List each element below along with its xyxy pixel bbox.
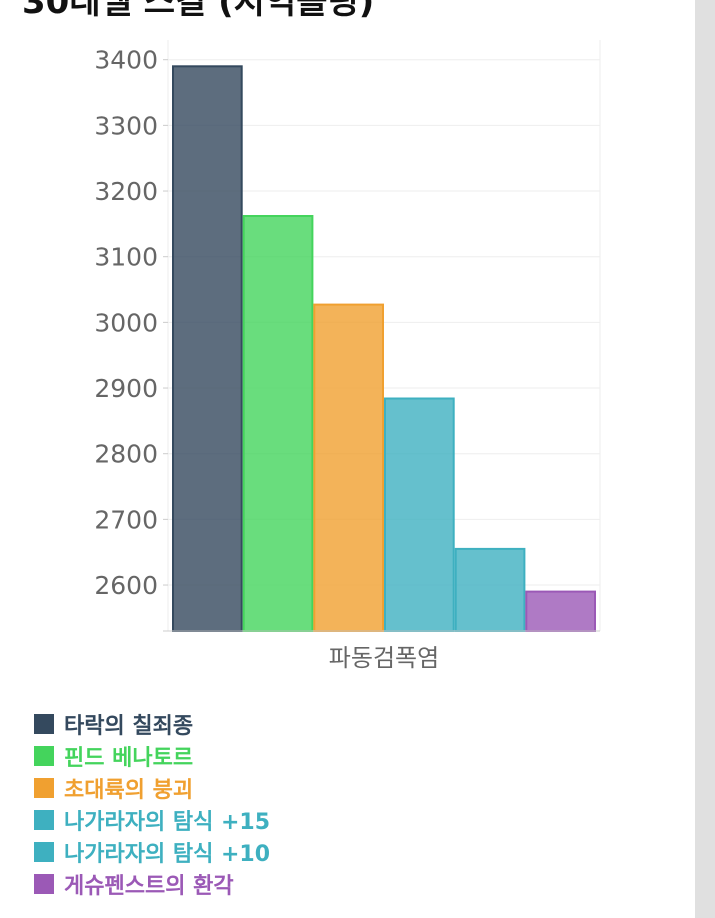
bars xyxy=(172,65,596,633)
bar-3[interactable] xyxy=(313,303,384,632)
legend-item-2[interactable]: 핀드 베나토르 xyxy=(34,740,270,772)
y-axis-ticks: 2600 2700 2800 2900 3000 3100 3200 3300 3400 xyxy=(94,46,168,600)
legend-swatch xyxy=(34,778,54,798)
legend-item-3[interactable]: 초대륙의 붕괴 xyxy=(34,772,270,804)
legend-item-6[interactable]: 게슈펜스트의 환각 xyxy=(34,868,270,900)
x-axis-ticks: 파동검폭염 xyxy=(329,644,439,672)
y-tick-label: 3400 xyxy=(94,46,158,75)
legend-label: 나가라자의 탐식 +10 xyxy=(64,842,271,867)
bar-chart: 2600 2700 2800 2900 3000 3100 3200 3300 3400 파동검… xyxy=(94,40,601,672)
legend-label: 핀드 베나토르 xyxy=(64,746,194,771)
legend-label: 타락의 칠죄종 xyxy=(64,714,194,739)
legend-label: 게슈펜스트의 환각 xyxy=(64,874,234,899)
y-tick-label: 2900 xyxy=(94,374,158,403)
bar-4[interactable] xyxy=(384,397,455,632)
bar-5[interactable] xyxy=(454,547,526,633)
bar-2[interactable] xyxy=(242,215,314,632)
y-tick-label: 2700 xyxy=(94,505,158,534)
legend-item-1[interactable]: 타락의 칠죄종 xyxy=(34,708,270,740)
legend-label: 나가라자의 탐식 +15 xyxy=(64,810,271,835)
legend-item-4[interactable]: 나가라자의 탐식 +15 xyxy=(34,804,270,836)
y-tick-label: 2800 xyxy=(94,440,158,469)
y-tick-label: 2600 xyxy=(94,571,158,600)
bar-1[interactable] xyxy=(172,65,243,633)
legend-swatch xyxy=(34,874,54,894)
legend-swatch xyxy=(34,810,54,830)
x-tick-label: 파동검폭염 xyxy=(329,644,439,672)
legend-label: 초대륙의 붕괴 xyxy=(64,778,194,803)
legend-swatch xyxy=(34,842,54,862)
y-tick-label: 3000 xyxy=(94,308,158,337)
y-tick-label: 3200 xyxy=(94,177,158,206)
legend-swatch xyxy=(34,746,54,766)
y-tick-label: 3100 xyxy=(94,243,158,272)
page-title: 30레벨 스킬 (지역플링) xyxy=(22,0,375,22)
y-tick-label: 3300 xyxy=(94,111,158,140)
scrollbar[interactable] xyxy=(695,0,715,918)
legend-item-5[interactable]: 나가라자의 탐식 +10 xyxy=(34,836,270,868)
legend-swatch xyxy=(34,714,54,734)
bar-6[interactable] xyxy=(525,590,596,632)
